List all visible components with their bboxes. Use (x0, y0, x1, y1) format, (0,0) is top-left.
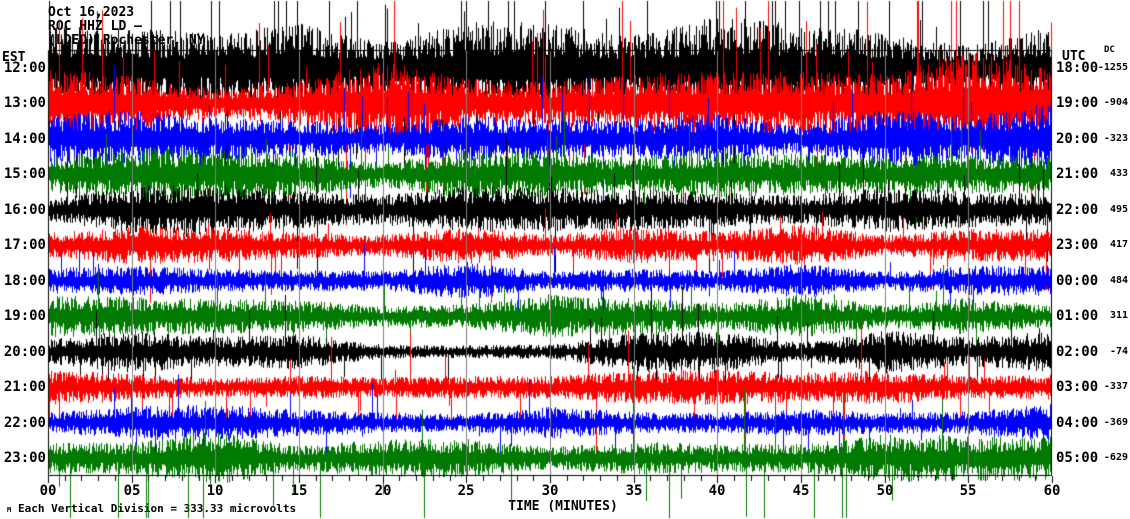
est-hour-label: 19:00 (3, 308, 46, 324)
x-axis-tick-label: 20 (374, 483, 392, 499)
x-axis-tick-label: 05 (123, 483, 141, 499)
dc-offset-value: -74 (1109, 346, 1128, 357)
dc-offset-value: 484 (1109, 275, 1128, 286)
x-axis-tick-label: 25 (457, 483, 475, 499)
x-axis-tick-label: 10 (206, 483, 224, 499)
date-label: Oct 16,2023 (48, 5, 135, 20)
est-hour-label: 23:00 (3, 450, 46, 466)
station-label: ROC HHZ LD — (48, 19, 142, 34)
dc-header-label: DC (1104, 45, 1115, 55)
dc-offset-value: 433 (1109, 168, 1128, 179)
est-hour-label: 14:00 (3, 131, 46, 147)
x-axis-tick-label: 45 (792, 483, 810, 499)
dc-offset-value: -323 (1103, 133, 1128, 144)
dc-offset-value: 495 (1109, 204, 1128, 215)
dc-offset-value: -337 (1103, 381, 1128, 392)
x-axis-title: TIME (MINUTES) (508, 499, 618, 514)
dc-offset-value: 417 (1109, 239, 1128, 250)
est-hour-label: 17:00 (3, 237, 46, 253)
x-axis-tick-label: 60 (1043, 483, 1061, 499)
est-hour-label: 16:00 (3, 202, 46, 218)
x-axis-tick-label: 50 (876, 483, 894, 499)
dc-offset-value: -904 (1103, 97, 1128, 108)
x-axis-tick-label: 35 (625, 483, 643, 499)
est-hour-label: 18:00 (3, 273, 46, 289)
est-hour-label: 13:00 (3, 95, 46, 111)
est-hour-label: 20:00 (3, 344, 46, 360)
x-axis-tick-label: 55 (959, 483, 977, 499)
dc-offset-value: -629 (1103, 452, 1128, 463)
est-hour-label: 21:00 (3, 379, 46, 395)
x-axis-tick-label: 00 (39, 483, 57, 499)
dc-offset-value: -1255 (1097, 62, 1128, 73)
location-label: (LDEO) Rochester, NY (48, 33, 205, 48)
est-hour-label: 12:00 (3, 60, 46, 76)
dc-offset-value: -369 (1103, 417, 1128, 428)
vertical-division-scale-note: Each Vertical Division = 333.33 microvol… (18, 502, 297, 515)
dc-offset-value: 311 (1109, 310, 1128, 321)
est-hour-label: 15:00 (3, 166, 46, 182)
x-axis-tick-label: 40 (708, 483, 726, 499)
est-hour-label: 22:00 (3, 415, 46, 431)
footer-mark: M (7, 506, 12, 514)
x-axis-tick-label: 15 (290, 483, 308, 499)
x-axis-tick-label: 30 (541, 483, 559, 499)
